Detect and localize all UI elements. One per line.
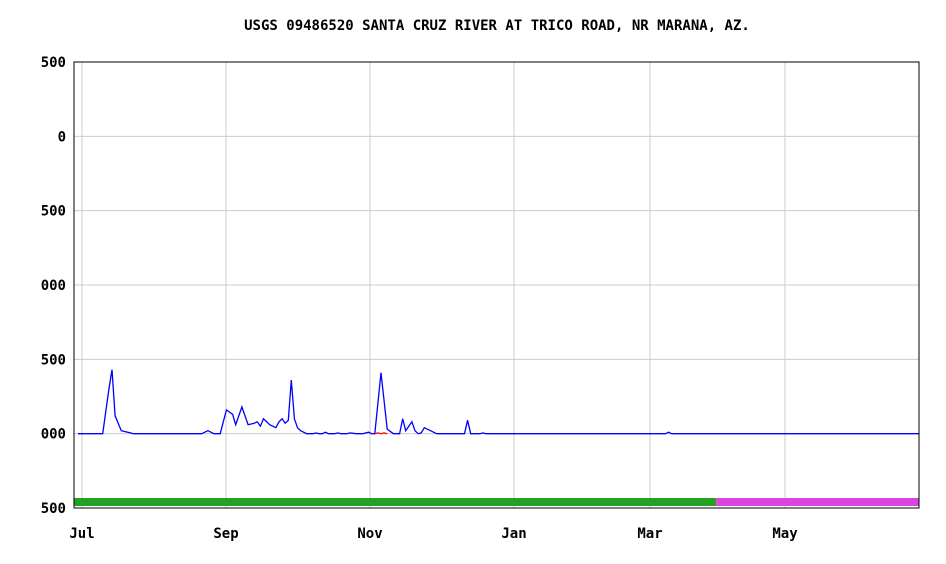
x-tick-label: May [772,526,798,542]
y-tick-label: 500 [41,352,66,368]
status-bar-segment [74,498,717,506]
y-tick-label: 0 [58,129,66,145]
chart-title: USGS 09486520 SANTA CRUZ RIVER AT TRICO … [244,18,750,34]
plot-frame [73,61,920,509]
x-tick-label: Nov [357,526,382,542]
y-tick-label: 500 [41,501,66,517]
series-line-1 [374,432,388,435]
y-tick-label: 500 [41,204,66,220]
x-tick-label: Jan [501,526,526,542]
x-tick-label: Mar [637,526,662,542]
x-tick-label: Sep [213,526,238,542]
y-tick-label: 000 [41,278,66,294]
status-bar-segment [716,498,919,506]
y-tick-label: 000 [41,427,66,443]
series-line-0 [78,369,919,435]
y-tick-label: 500 [41,55,66,71]
x-tick-label: Jul [69,526,94,542]
